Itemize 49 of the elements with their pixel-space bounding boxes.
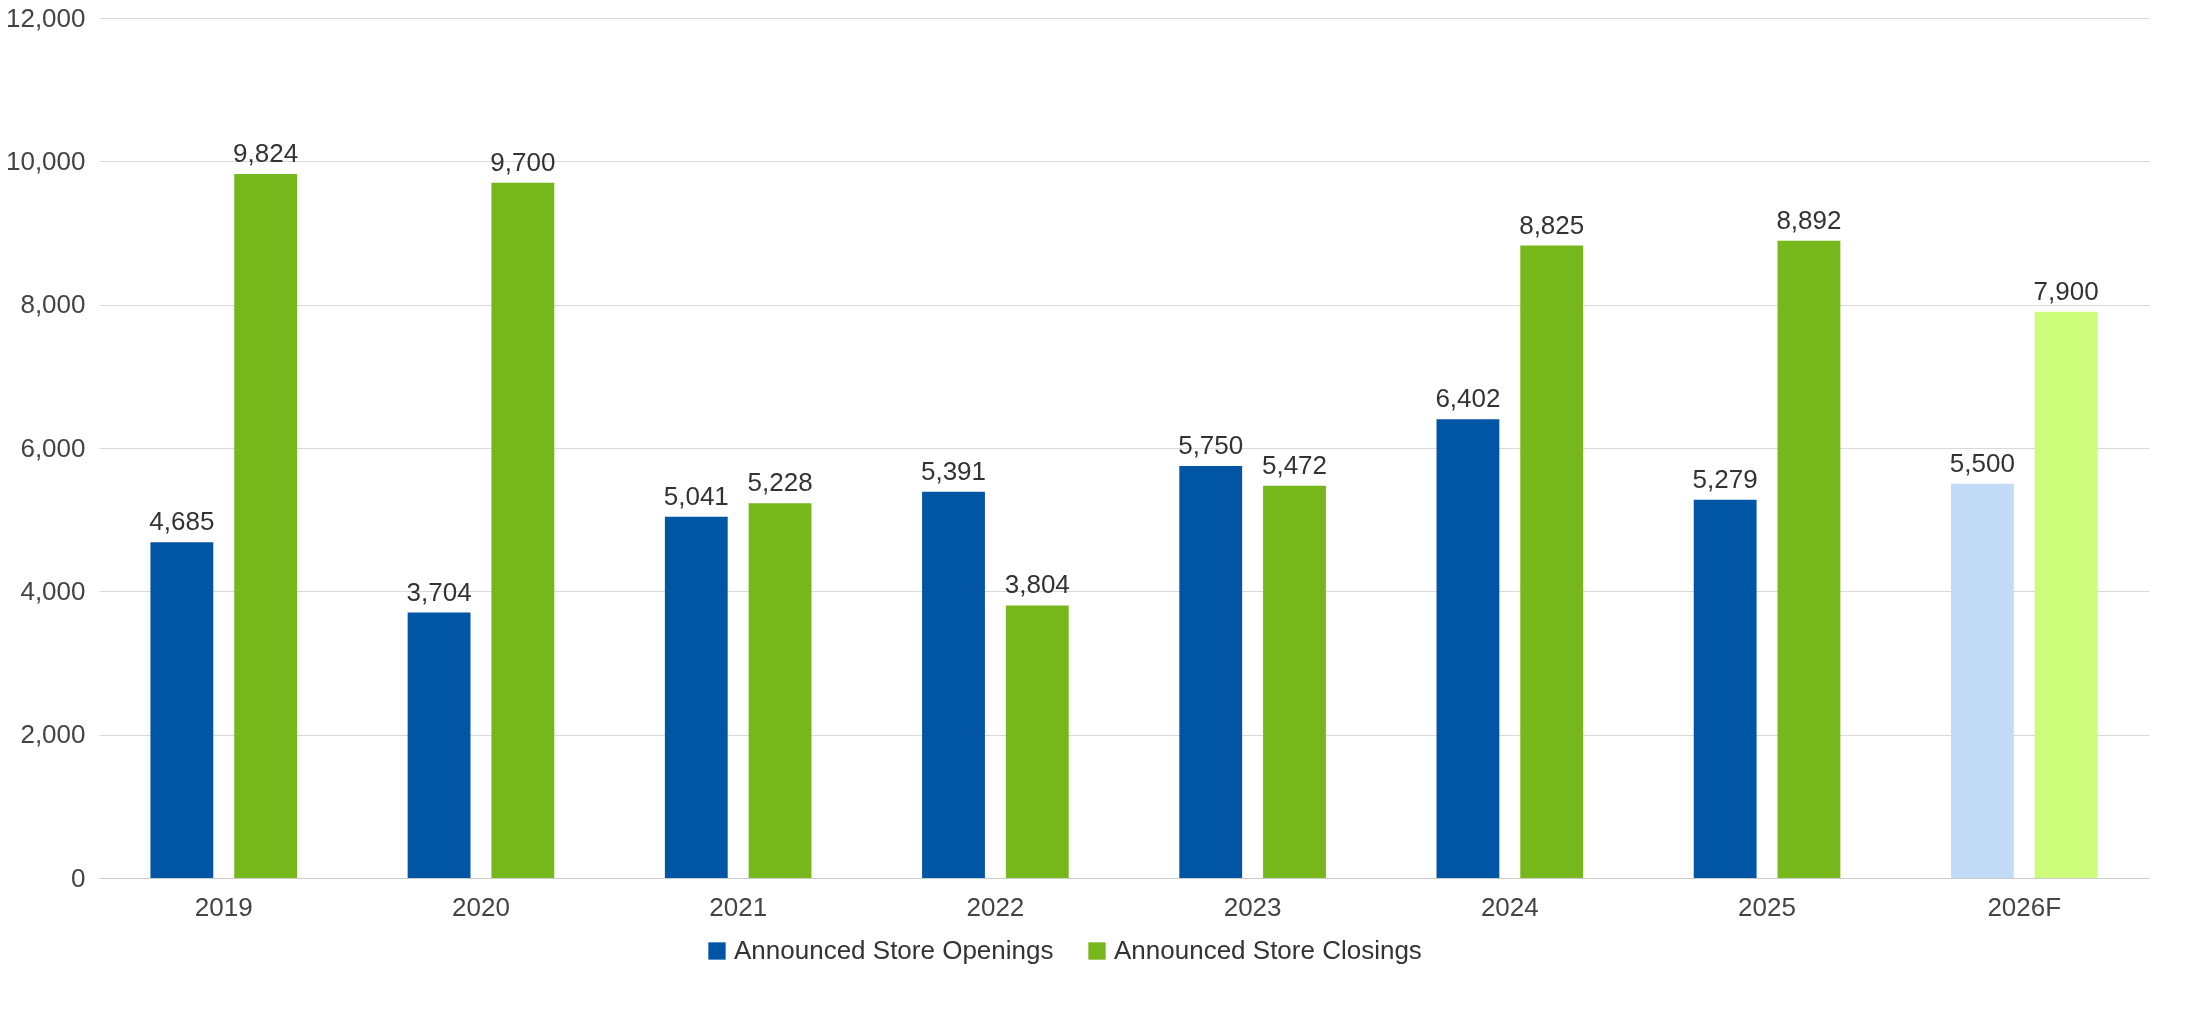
data-label: 9,824 (233, 137, 299, 168)
bar (1263, 485, 1326, 878)
data-label: 3,704 (406, 576, 472, 607)
data-label: 7,900 (2033, 275, 2099, 306)
x-tick-label: 2020 (452, 891, 510, 922)
data-label: 8,892 (1776, 204, 1842, 235)
bar (1179, 465, 1243, 878)
x-tick-label: 2022 (966, 891, 1025, 922)
x-tick-label: 2025 (1738, 891, 1796, 922)
data-label: 5,472 (1261, 449, 1328, 480)
data-label: 3,804 (1004, 569, 1070, 600)
data-label: 6,402 (1435, 383, 1501, 414)
bar (1777, 240, 1841, 878)
y-tick-label: 4,000 (20, 575, 86, 606)
legend-label: Announced Store Closings (1114, 935, 1422, 965)
y-tick-label: 6,000 (20, 432, 86, 463)
bar (1950, 483, 2014, 878)
data-label: 8,825 (1519, 209, 1585, 240)
bar (491, 182, 555, 878)
bar (234, 173, 298, 878)
bar (150, 542, 214, 878)
x-tick-label: 2024 (1480, 891, 1539, 922)
bar (1520, 245, 1584, 878)
bar (748, 503, 812, 878)
bar (407, 612, 471, 878)
y-tick-label: 12,000 (5, 2, 86, 33)
bar (1005, 605, 1069, 878)
data-label: 4,685 (149, 506, 215, 537)
legend-label: Announced Store Openings (734, 935, 1054, 965)
bar (1693, 499, 1757, 878)
data-label: 5,500 (1949, 447, 2015, 478)
x-tick-label: 2026F (1987, 891, 2062, 922)
data-label: 5,750 (1178, 429, 1244, 460)
x-tick-label: 2021 (709, 891, 768, 922)
data-label: 9,700 (490, 146, 556, 177)
bar (664, 516, 728, 878)
y-tick-label: 8,000 (20, 289, 86, 320)
y-tick-label: 2,000 (20, 719, 86, 750)
bar (922, 491, 985, 878)
x-tick-label: 2023 (1223, 891, 1282, 922)
data-label: 5,041 (663, 480, 729, 511)
data-label: 5,391 (920, 455, 987, 486)
x-tick-label: 2019 (194, 891, 253, 922)
y-tick-label: 0 (71, 862, 86, 893)
data-label: 5,279 (1692, 463, 1758, 494)
bar (2034, 311, 2098, 878)
y-tick-label: 10,000 (5, 145, 86, 176)
bar (1436, 419, 1500, 878)
data-label: 5,228 (747, 467, 813, 498)
